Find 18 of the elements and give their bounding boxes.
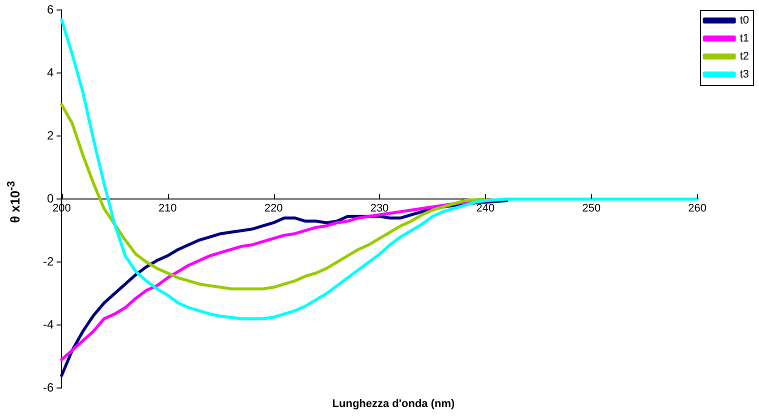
x-tick-label: 250 [582, 202, 601, 215]
x-tick-label: 210 [158, 202, 177, 215]
legend-label: t3 [740, 68, 750, 81]
x-tick-label: 220 [264, 202, 283, 215]
y-tick-label: -6 [43, 380, 54, 394]
legend-label: t1 [740, 32, 750, 45]
y-tick-label: 4 [46, 65, 54, 80]
x-tick-label: 230 [370, 202, 389, 215]
legend-label: t2 [740, 50, 750, 63]
x-tick-label: 240 [476, 202, 495, 215]
legend-label: t0 [740, 14, 750, 27]
y-tick-label: 6 [46, 2, 54, 17]
x-tick-label: 260 [688, 202, 707, 215]
y-tick-label: -2 [43, 254, 54, 268]
y-tick-label: 2 [46, 128, 54, 142]
y-tick-label: -4 [43, 317, 54, 332]
x-axis-title: Lunghezza d'onda (nm) [331, 398, 456, 410]
y-tick-label: 0 [46, 191, 54, 206]
